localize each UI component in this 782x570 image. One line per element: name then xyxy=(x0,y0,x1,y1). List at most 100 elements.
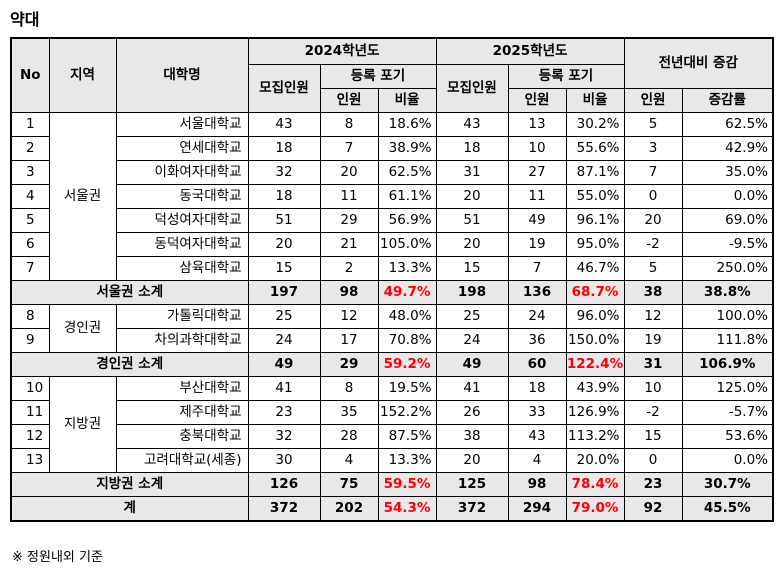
value-cell: 7 xyxy=(623,160,683,185)
row-number: 12 xyxy=(10,424,50,449)
value-cell: 13.3% xyxy=(377,256,437,281)
row-number: 10 xyxy=(10,376,50,401)
value-cell: -2 xyxy=(623,232,683,257)
page-title: 약대 xyxy=(10,10,40,29)
value-cell: 15 xyxy=(247,256,321,281)
value-cell: 12 xyxy=(319,304,379,329)
value-cell: -2 xyxy=(623,400,683,425)
header-2024-recruit: 모집인원 xyxy=(247,64,321,113)
university-name: 충북대학교 xyxy=(115,424,249,449)
university-name: 차의과학대학교 xyxy=(115,328,249,353)
total-value: 92 xyxy=(623,496,683,522)
value-cell: 21 xyxy=(319,232,379,257)
total-value: 79.0% xyxy=(565,496,625,522)
value-cell: 61.1% xyxy=(377,184,437,209)
table-row: 2 연세대학교 18 7 38.9% 18 10 55.6% 3 42.9% xyxy=(10,136,774,161)
value-cell: 105.0% xyxy=(377,232,437,257)
row-number: 6 xyxy=(10,232,50,257)
value-cell: 49 xyxy=(507,208,567,233)
header-2024-ratio: 비율 xyxy=(377,88,437,113)
subtotal-value: 125 xyxy=(435,472,509,497)
value-cell: 8 xyxy=(319,376,379,401)
subtotal-value: 68.7% xyxy=(565,280,625,305)
region-cell: 경인권 xyxy=(48,304,117,353)
university-name: 동국대학교 xyxy=(115,184,249,209)
value-cell: 15 xyxy=(623,424,683,449)
row-number: 2 xyxy=(10,136,50,161)
row-number: 4 xyxy=(10,184,50,209)
university-name: 연세대학교 xyxy=(115,136,249,161)
value-cell: 18 xyxy=(247,184,321,209)
value-cell: 18 xyxy=(435,136,509,161)
value-cell: 100.0% xyxy=(681,304,774,329)
subtotal-value: 98 xyxy=(507,472,567,497)
header-2024-count: 인원 xyxy=(319,88,379,113)
value-cell: 20 xyxy=(435,448,509,473)
value-cell: 35 xyxy=(319,400,379,425)
header-2025-ratio: 비율 xyxy=(565,88,625,113)
table-row: 11 제주대학교 23 35 152.2% 26 33 126.9% -2 -5.7% xyxy=(10,400,774,425)
table-row: 4 동국대학교 18 11 61.1% 20 11 55.0% 0 0.0% xyxy=(10,184,774,209)
subtotal-value: 60 xyxy=(507,352,567,377)
value-cell: 25 xyxy=(247,304,321,329)
university-name: 덕성여자대학교 xyxy=(115,208,249,233)
value-cell: 0.0% xyxy=(681,448,774,473)
total-value: 372 xyxy=(247,496,321,522)
subtotal-value: 136 xyxy=(507,280,567,305)
table-row: 5 덕성여자대학교 51 29 56.9% 51 49 96.1% 20 69.0% xyxy=(10,208,774,233)
value-cell: 69.0% xyxy=(681,208,774,233)
value-cell: 95.0% xyxy=(565,232,625,257)
value-cell: 7 xyxy=(319,136,379,161)
value-cell: 35.0% xyxy=(681,160,774,185)
header-no: No xyxy=(10,37,50,113)
value-cell: 62.5% xyxy=(377,160,437,185)
value-cell: 20 xyxy=(247,232,321,257)
university-name: 가톨릭대학교 xyxy=(115,304,249,329)
value-cell: 250.0% xyxy=(681,256,774,281)
table-row: 6 동덕여자대학교 20 21 105.0% 20 19 95.0% -2 -9.5% xyxy=(10,232,774,257)
value-cell: 62.5% xyxy=(681,112,774,137)
total-value: 54.3% xyxy=(377,496,437,522)
header-2024: 2024학년도 xyxy=(247,37,437,65)
value-cell: 152.2% xyxy=(377,400,437,425)
value-cell: 126.9% xyxy=(565,400,625,425)
subtotal-row: 지방권 소계 126 75 59.5% 125 98 78.4% 23 30.7% xyxy=(10,472,774,497)
subtotal-value: 59.2% xyxy=(377,352,437,377)
subtotal-row: 서울권 소계 197 98 49.7% 198 136 68.7% 38 38.8% xyxy=(10,280,774,305)
subtotal-value: 30.7% xyxy=(681,472,774,497)
value-cell: 20 xyxy=(435,184,509,209)
subtotal-value: 98 xyxy=(319,280,379,305)
subtotal-value: 49 xyxy=(435,352,509,377)
value-cell: -5.7% xyxy=(681,400,774,425)
subtotal-value: 31 xyxy=(623,352,683,377)
subtotal-value: 78.4% xyxy=(565,472,625,497)
row-number: 13 xyxy=(10,448,50,473)
value-cell: 125.0% xyxy=(681,376,774,401)
total-value: 294 xyxy=(507,496,567,522)
value-cell: 38.9% xyxy=(377,136,437,161)
value-cell: 11 xyxy=(319,184,379,209)
value-cell: 70.8% xyxy=(377,328,437,353)
university-name: 부산대학교 xyxy=(115,376,249,401)
value-cell: 48.0% xyxy=(377,304,437,329)
value-cell: 7 xyxy=(507,256,567,281)
subtotal-value: 29 xyxy=(319,352,379,377)
value-cell: 36 xyxy=(507,328,567,353)
value-cell: 20 xyxy=(435,232,509,257)
university-name: 이화여자대학교 xyxy=(115,160,249,185)
value-cell: 18 xyxy=(507,376,567,401)
university-name: 삼육대학교 xyxy=(115,256,249,281)
value-cell: -9.5% xyxy=(681,232,774,257)
value-cell: 30 xyxy=(247,448,321,473)
value-cell: 12 xyxy=(623,304,683,329)
row-number: 11 xyxy=(10,400,50,425)
header-region: 지역 xyxy=(48,37,117,113)
university-name: 서울대학교 xyxy=(115,112,249,137)
value-cell: 111.8% xyxy=(681,328,774,353)
value-cell: 17 xyxy=(319,328,379,353)
row-number: 8 xyxy=(10,304,50,329)
header-univ: 대학명 xyxy=(115,37,249,113)
value-cell: 0.0% xyxy=(681,184,774,209)
value-cell: 0 xyxy=(623,448,683,473)
value-cell: 24 xyxy=(435,328,509,353)
